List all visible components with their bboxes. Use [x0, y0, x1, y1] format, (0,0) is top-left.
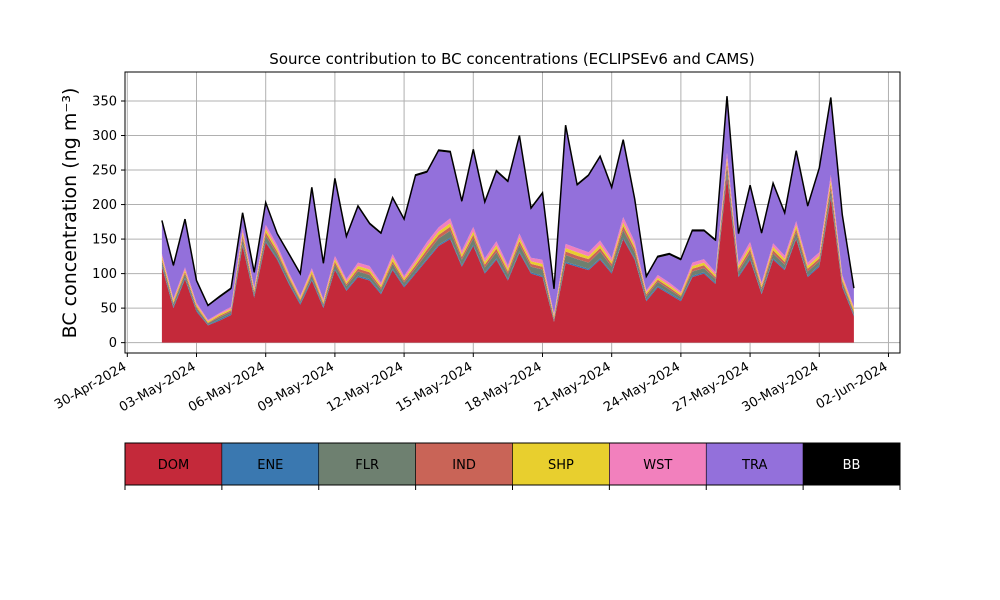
plot-frame [124, 71, 901, 354]
y-tick-label: 250 [92, 164, 117, 179]
x-tick-label: 12-May-2024 [324, 359, 406, 415]
x-tick-label: 15-May-2024 [394, 359, 476, 415]
y-tick-label: 350 [92, 94, 117, 109]
legend-label-tra: TRA [741, 458, 767, 473]
legend-label-dom: DOM [158, 458, 189, 473]
x-tick-label: 30-May-2024 [740, 359, 822, 415]
legend-swatch-tra [705, 442, 804, 486]
y-tick-label: 300 [92, 129, 117, 144]
y-tick-label: 100 [92, 267, 117, 282]
legend-label-wst: WST [643, 458, 672, 473]
area-tra [161, 97, 854, 320]
x-tick-label: 06-May-2024 [186, 359, 268, 415]
legend-label-shp: SHP [548, 458, 574, 473]
legend-label-flr: FLR [355, 458, 379, 473]
legend-swatch-bb [802, 442, 901, 486]
chart-title: Source contribution to BC concentrations… [269, 50, 754, 68]
y-tick-label: 150 [92, 233, 117, 248]
y-axis-label: BC concentration (ng m⁻³) [59, 88, 81, 339]
x-tick-label: 09-May-2024 [255, 359, 337, 415]
legend-label-ind: IND [452, 458, 476, 473]
x-tick-label: 02-Jun-2024 [814, 359, 891, 412]
legend-label-bb: BB [843, 458, 861, 473]
y-tick-label: 0 [109, 336, 117, 351]
total-outline [161, 96, 855, 307]
legend-label-ene: ENE [257, 458, 283, 473]
area-dom [161, 176, 854, 343]
x-tick-label: 27-May-2024 [670, 359, 752, 415]
y-tick-label: 50 [100, 302, 117, 317]
legend-swatch-flr [318, 442, 416, 486]
legend-swatch-ind [415, 442, 513, 486]
legend-swatch-ene [221, 442, 320, 486]
legend-swatch-wst [609, 442, 707, 486]
stacked-areas [161, 96, 855, 343]
x-tick-label: 21-May-2024 [532, 359, 614, 415]
legend-colorbar: DOM ENE FLR IND SHP WST TRA BB [124, 442, 901, 490]
x-tick-label: 03-May-2024 [117, 359, 199, 415]
x-tick-label: 18-May-2024 [463, 359, 545, 415]
x-tick-label: 24-May-2024 [601, 359, 683, 415]
legend-swatch-shp [512, 442, 610, 486]
y-tick-label: 200 [92, 198, 117, 213]
